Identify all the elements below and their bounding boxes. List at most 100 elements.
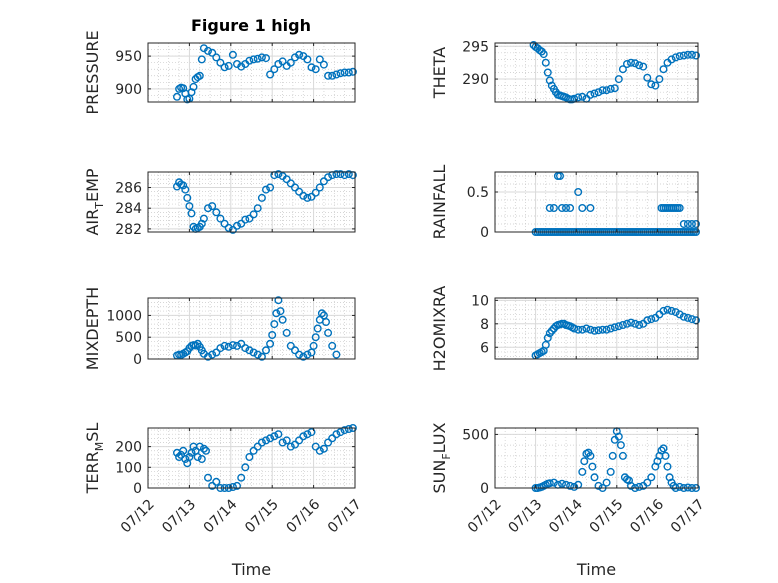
panel-7-data-point (295, 436, 304, 445)
panel-2-data-point (639, 62, 648, 71)
panel-2-data-point (659, 65, 668, 74)
panel-2-data-point (683, 50, 692, 59)
panel-1-data-point (324, 71, 333, 80)
panel-3-data-point (228, 225, 237, 234)
panel-4-data-point (692, 219, 701, 228)
panel-8-ytick-label: 0 (480, 481, 489, 497)
panel-6-data-point (663, 305, 672, 314)
panel-7-data-point (319, 444, 328, 453)
panel-2-data-point (606, 84, 615, 93)
panel-4-data-point (545, 203, 554, 212)
panel-7-data-point (195, 442, 204, 451)
panel-3-data-point (257, 193, 266, 202)
panel-8-data-point (549, 478, 558, 487)
panel-1-axes-box (147, 42, 356, 103)
panel-5-ytick-label: 1000 (106, 308, 142, 324)
panel-6-data-point (671, 308, 680, 317)
panel-5-data-point (291, 346, 300, 355)
panel-7-ytick-label: 200 (115, 440, 142, 456)
panel-8-data-point (627, 481, 636, 490)
panel-7-data-point (286, 442, 295, 451)
panel-8-data-point (594, 481, 603, 490)
panel-8-data-point (606, 467, 615, 476)
panel-2-data-point (647, 80, 656, 89)
panel-2-data-point (539, 50, 548, 59)
panel-7-data-point (203, 473, 212, 482)
panel-3-data-point (199, 214, 208, 223)
panel-2-data-point (623, 60, 632, 69)
panel-7-xtick-label: 07/15 (242, 496, 282, 536)
panel-5-data-point (303, 350, 312, 359)
panel-5-data-point (272, 309, 281, 318)
panel-7-data-point (340, 426, 349, 435)
panel-8-xtick-label: 07/16 (627, 496, 667, 536)
panel-2-data-point (631, 59, 640, 68)
panel-1-data-point (195, 71, 204, 80)
panel-3-data-point (185, 202, 194, 211)
panel-4-data-point (687, 219, 696, 228)
panel-7-data-point (274, 430, 283, 439)
panel-3-data-point (286, 179, 295, 188)
panel-5-data-point (322, 318, 331, 327)
panel-2-data-point (667, 55, 676, 64)
panel-3-data-point (220, 219, 229, 228)
panel-1-data-point (216, 58, 225, 67)
panel-1-data-point (253, 54, 262, 63)
panel-1-data-point (197, 55, 206, 64)
panel-7-xtick-label: 07/16 (284, 496, 324, 536)
panel-6-data-point (570, 324, 579, 333)
panel-7-data-point (303, 430, 312, 439)
panel-6-data-point (602, 325, 611, 334)
panel-1-data-point (245, 56, 254, 65)
panel-6-data-point (574, 325, 583, 334)
panel-3-data-point (295, 187, 304, 196)
panel-8-xtick-label: 07/17 (668, 496, 708, 536)
panel-7-data-point (212, 477, 221, 486)
panel-7-ytick-label: 100 (115, 460, 142, 476)
panel-8-xtick-label: 07/14 (546, 496, 586, 536)
panel-7-data-point (307, 428, 316, 437)
panel-6-data-point (635, 321, 644, 330)
panel-3-data-point (224, 223, 233, 232)
panel-8-ylabel: SUNFLUX (430, 422, 453, 493)
panel-8-data-point (566, 481, 575, 490)
panel-1-data-point (172, 92, 181, 101)
panel-8-xtick-label: 07/15 (587, 496, 627, 536)
panel-8-data-point (602, 478, 611, 487)
panel-5-data-point (216, 344, 225, 353)
panel-4-ytick-label: 0.5 (467, 185, 489, 201)
panel-6-data-point (618, 321, 627, 330)
panel-6-data-point (647, 315, 656, 324)
panel-8-ytick-label: 500 (462, 427, 489, 443)
panel-2-ytick-label: 290 (462, 72, 489, 88)
panel-8-data-point (661, 451, 670, 460)
panel-6-data-point (667, 306, 676, 315)
panel-7-data-point (257, 438, 266, 447)
panel-3-data-point (299, 191, 308, 200)
panel-6-data-point (675, 310, 684, 319)
panel-5-data-point (228, 341, 237, 350)
panel-6-ytick-label: 6 (480, 340, 489, 356)
panel-3-ylabel: AIRTEMP (83, 168, 106, 235)
panel-7-ylabel: TERRMSL (83, 423, 106, 495)
panel-5-data-point (203, 352, 212, 361)
panel-7-data-point (177, 450, 186, 459)
panel-1-data-point (208, 48, 217, 57)
panel-1-data-point (303, 55, 312, 64)
panel-3-axes-box (147, 171, 356, 233)
panel-3-data-point (237, 219, 246, 228)
panel-5-data-point (282, 328, 291, 337)
panel-7-xtick-label: 07/14 (201, 496, 241, 536)
panel-6-data-point (614, 322, 623, 331)
panel-5-data-point (332, 350, 341, 359)
panel-2-data-point (643, 73, 652, 82)
panel-7-data-point (332, 430, 341, 439)
panel-3-ytick-label: 286 (115, 181, 142, 197)
panel-7-data-point (228, 483, 237, 492)
panel-1-data-point (257, 53, 266, 62)
panel-5-data-point (232, 341, 241, 350)
panel-5-data-point (257, 352, 266, 361)
panel-6-data-point (623, 319, 632, 328)
panel-7-data-point (336, 428, 345, 437)
panel-5-data-point (276, 307, 285, 316)
